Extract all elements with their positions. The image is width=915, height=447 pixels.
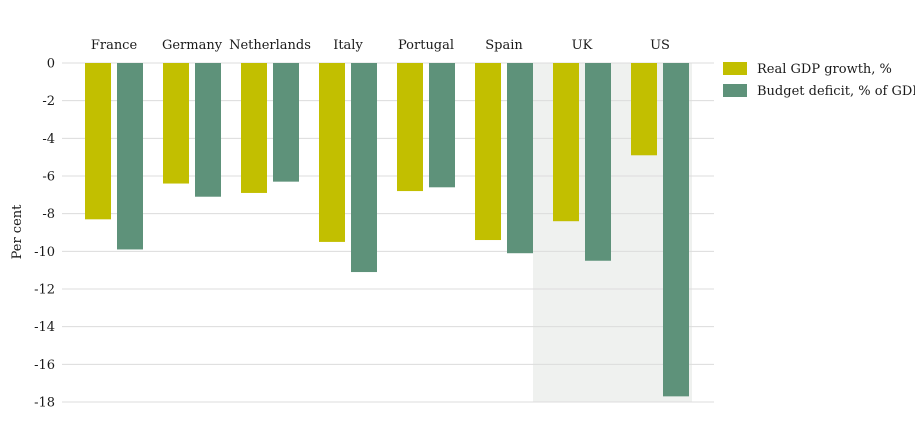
y-tick-label: -12 (34, 283, 55, 298)
bar-france-series-2 (117, 63, 143, 250)
y-tick-label: 0 (47, 57, 55, 72)
bar-netherlands-series-1 (241, 63, 267, 193)
bar-uk-series-1 (553, 63, 579, 222)
legend-swatch (723, 84, 747, 97)
bar-germany-series-2 (195, 63, 221, 197)
bar-netherlands-series-2 (273, 63, 299, 182)
legend-label: Real GDP growth, % (757, 62, 892, 77)
y-tick-label: -18 (34, 396, 55, 411)
category-label: Germany (162, 38, 223, 53)
bar-italy-series-2 (351, 63, 377, 273)
legend-label: Budget deficit, % of GDP (757, 84, 915, 99)
bar-portugal-series-2 (429, 63, 455, 188)
category-label: Netherlands (229, 38, 311, 53)
bar-us-series-1 (631, 63, 657, 156)
category-label: UK (572, 38, 593, 53)
y-tick-label: -8 (42, 207, 55, 222)
bar-portugal-series-1 (397, 63, 423, 192)
legend-swatch (723, 62, 747, 75)
y-axis-title: Per cent (10, 204, 25, 260)
bar-uk-series-2 (585, 63, 611, 261)
y-tick-label: -10 (34, 245, 55, 260)
label-layer: 0 -2 -4 -6 -8 -10 -12 -14 -16 -18 France Germany Net… (34, 38, 670, 411)
y-tick-label: -16 (34, 358, 55, 373)
category-label: US (650, 38, 670, 53)
bar-germany-series-1 (163, 63, 189, 184)
category-label: Italy (333, 38, 363, 53)
bar-france-series-1 (85, 63, 111, 220)
category-label: France (91, 38, 138, 53)
category-label: Portugal (398, 38, 454, 53)
category-label: Spain (485, 38, 523, 53)
y-tick-label: -14 (34, 320, 55, 335)
bar-spain-series-2 (507, 63, 533, 254)
y-tick-label: -2 (42, 94, 55, 109)
legend: Real GDP growth, % Budget deficit, % of G… (723, 62, 915, 99)
bar-layer (85, 63, 689, 397)
bar-us-series-2 (663, 63, 689, 397)
bar-spain-series-1 (475, 63, 501, 241)
bar-italy-series-1 (319, 63, 345, 242)
y-tick-label: -6 (42, 170, 55, 185)
y-tick-label: -4 (42, 132, 55, 147)
